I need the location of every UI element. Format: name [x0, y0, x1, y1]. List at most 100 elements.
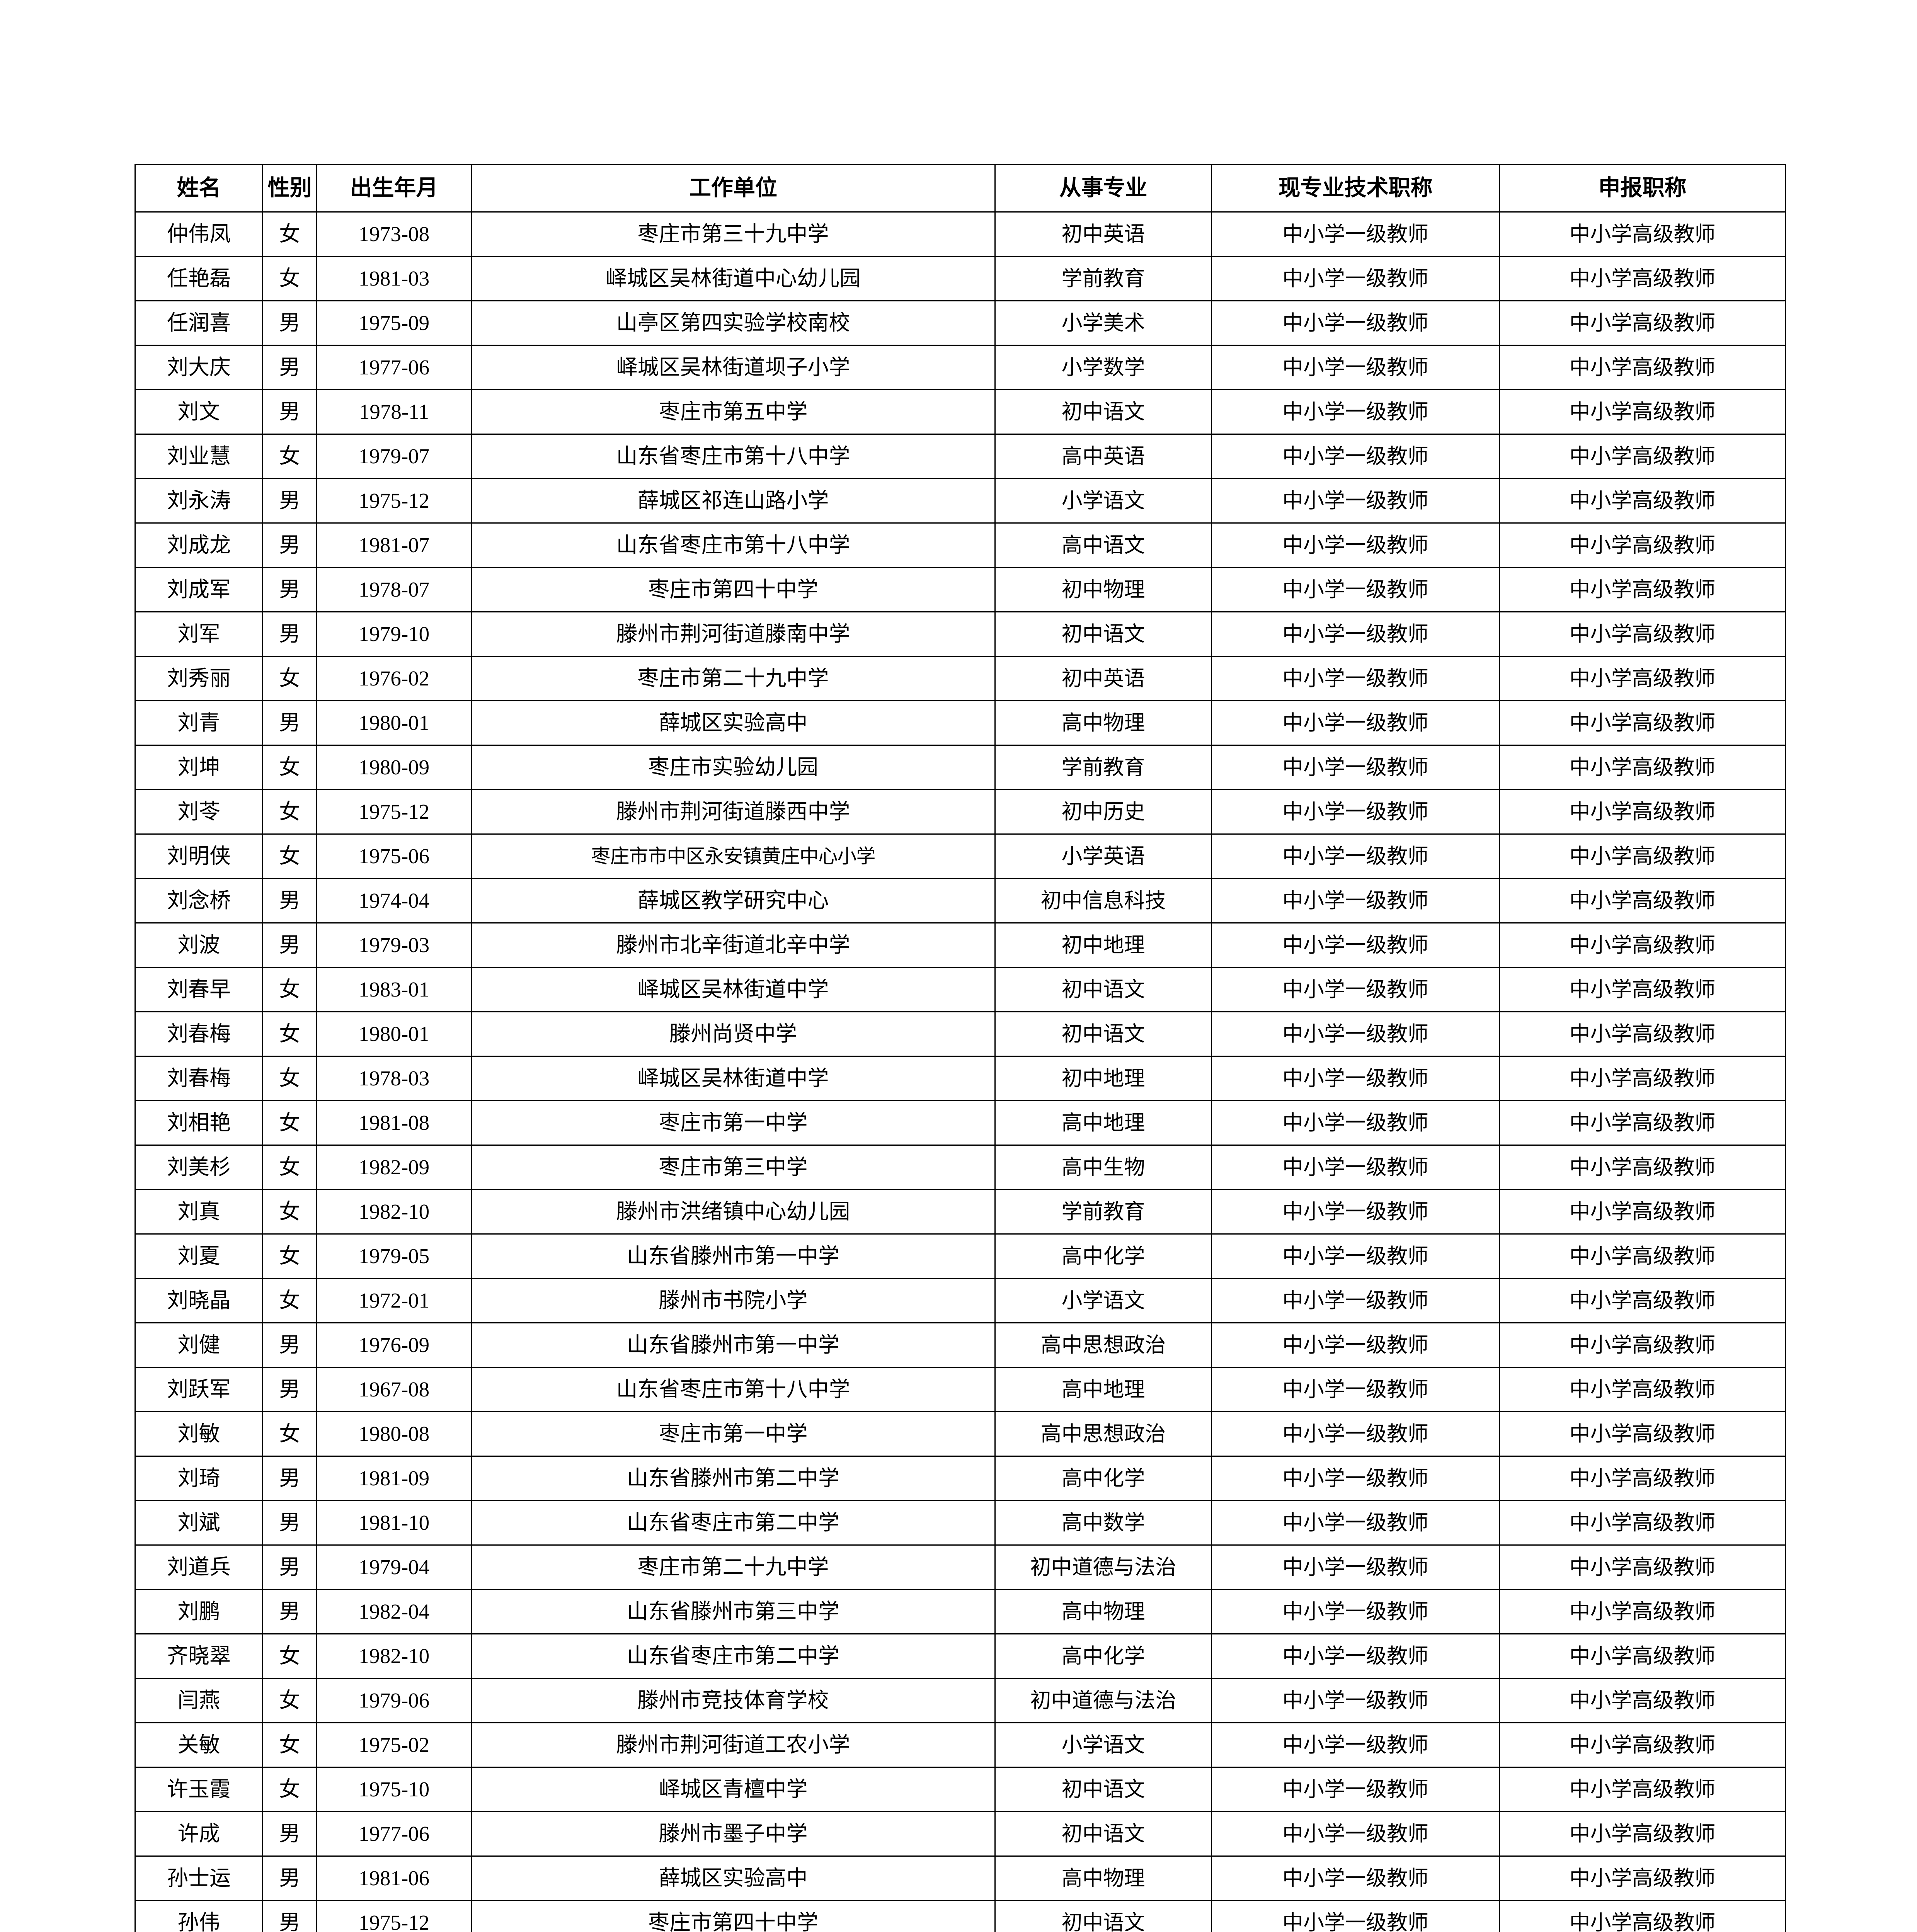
- cell-specialty: 初中物理: [994, 567, 1212, 612]
- cell-specialty: 初中语文: [994, 611, 1212, 657]
- cell-specialty: 初中道德与法治: [994, 1544, 1212, 1590]
- table-row: 刘成军男 1978-07 枣庄市第四十中学 初中物理 中小学一级教师 中小学高级教师: [134, 567, 1786, 612]
- cell-birth-date: 1978-07: [316, 567, 472, 612]
- cell-specialty: 小学语文: [994, 478, 1212, 524]
- cell-specialty: 初中语文: [994, 967, 1212, 1012]
- cell-current-title: 中小学一级教师: [1211, 1855, 1500, 1901]
- cell-name: 刘晓晶: [134, 1278, 263, 1323]
- cell-specialty: 小学数学: [994, 345, 1212, 390]
- cell-specialty: 学前教育: [994, 745, 1212, 790]
- cell-birth-date: 1980-08: [316, 1411, 472, 1457]
- cell-applied-title: 中小学高级教师: [1499, 1722, 1786, 1768]
- table-row: 刘明侠女 1975-06 枣庄市市中区永安镇黄庄中心小学 小学英语 中小学一级教师 中小学…: [134, 833, 1786, 879]
- table-row: 刘夏女 1979-05 山东省滕州市第一中学 高中化学 中小学一级教师 中小学高级教师: [134, 1233, 1786, 1279]
- cell-current-title: 中小学一级教师: [1211, 1633, 1500, 1679]
- cell-applied-title: 中小学高级教师: [1499, 878, 1786, 923]
- cell-specialty: 高中化学: [994, 1233, 1212, 1279]
- cell-birth-date: 1978-11: [316, 389, 472, 435]
- header-row: 姓名 性别 出生年月 工作单位 从事专业 现专业技术职称 申报职称: [134, 164, 1786, 213]
- cell-current-title: 中小学一级教师: [1211, 1189, 1500, 1235]
- cell-work-unit: 薛城区教学研究中心: [471, 878, 996, 923]
- cell-applied-title: 中小学高级教师: [1499, 1145, 1786, 1190]
- cell-current-title: 中小学一级教师: [1211, 1722, 1500, 1768]
- table-row: 刘琦男 1981-09 山东省滕州市第二中学 高中化学 中小学一级教师 中小学高级教师: [134, 1456, 1786, 1501]
- cell-current-title: 中小学一级教师: [1211, 1678, 1500, 1723]
- cell-work-unit: 滕州市荆河街道工农小学: [471, 1722, 996, 1768]
- cell-name: 刘文: [134, 389, 263, 435]
- table-row: 刘青男 1980-01 薛城区实验高中 高中物理 中小学一级教师 中小学高级教师: [134, 700, 1786, 746]
- cell-applied-title: 中小学高级教师: [1499, 1367, 1786, 1412]
- cell-birth-date: 1979-04: [316, 1544, 472, 1590]
- cell-birth-date: 1980-01: [316, 700, 472, 746]
- cell-applied-title: 中小学高级教师: [1499, 389, 1786, 435]
- cell-current-title: 中小学一级教师: [1211, 745, 1500, 790]
- cell-work-unit: 山东省滕州市第二中学: [471, 1456, 996, 1501]
- cell-current-title: 中小学一级教师: [1211, 922, 1500, 968]
- cell-name: 刘道兵: [134, 1544, 263, 1590]
- cell-birth-date: 1980-01: [316, 1011, 472, 1057]
- cell-name: 刘春梅: [134, 1056, 263, 1101]
- cell-specialty: 初中地理: [994, 1056, 1212, 1101]
- cell-applied-title: 中小学高级教师: [1499, 1811, 1786, 1857]
- cell-work-unit: 山亭区第四实验学校南校: [471, 300, 996, 346]
- cell-name: 任艳磊: [134, 256, 263, 301]
- cell-work-unit: 薛城区实验高中: [471, 1855, 996, 1901]
- column-header-specialty: 从事专业: [994, 164, 1212, 213]
- cell-birth-date: 1975-12: [316, 789, 472, 835]
- cell-work-unit: 枣庄市第五中学: [471, 389, 996, 435]
- cell-gender: 女: [262, 1233, 317, 1279]
- cell-current-title: 中小学一级教师: [1211, 1411, 1500, 1457]
- table-row: 刘永涛男 1975-12 薛城区祁连山路小学 小学语文 中小学一级教师 中小学高级教师: [134, 478, 1786, 524]
- cell-work-unit: 山东省滕州市第一中学: [471, 1322, 996, 1368]
- cell-name: 刘永涛: [134, 478, 263, 524]
- cell-name: 闫燕: [134, 1678, 263, 1723]
- cell-work-unit: 峄城区青檀中学: [471, 1767, 996, 1812]
- cell-specialty: 初中地理: [994, 922, 1212, 968]
- cell-gender: 男: [262, 1544, 317, 1590]
- cell-name: 刘青: [134, 700, 263, 746]
- table-row: 刘晓晶女 1972-01 滕州市书院小学 小学语文 中小学一级教师 中小学高级教师: [134, 1278, 1786, 1323]
- cell-birth-date: 1972-01: [316, 1278, 472, 1323]
- cell-specialty: 初中语文: [994, 389, 1212, 435]
- table-row: 刘念桥男 1974-04 薛城区教学研究中心 初中信息科技 中小学一级教师 中小学高级教师: [134, 878, 1786, 923]
- cell-birth-date: 1975-12: [316, 478, 472, 524]
- cell-work-unit: 枣庄市第三十九中学: [471, 211, 996, 257]
- cell-birth-date: 1979-07: [316, 434, 472, 479]
- cell-work-unit: 滕州市洪绪镇中心幼儿园: [471, 1189, 996, 1235]
- cell-name: 刘秀丽: [134, 656, 263, 701]
- cell-name: 刘春梅: [134, 1011, 263, 1057]
- cell-gender: 女: [262, 745, 317, 790]
- column-header-gender: 性别: [262, 164, 317, 213]
- cell-current-title: 中小学一级教师: [1211, 1900, 1500, 1932]
- table-row: 刘苓女 1975-12 滕州市荆河街道滕西中学 初中历史 中小学一级教师 中小学高级教师: [134, 789, 1786, 835]
- cell-applied-title: 中小学高级教师: [1499, 1855, 1786, 1901]
- cell-current-title: 中小学一级教师: [1211, 967, 1500, 1012]
- cell-current-title: 中小学一级教师: [1211, 789, 1500, 835]
- cell-name: 刘坤: [134, 745, 263, 790]
- cell-gender: 男: [262, 300, 317, 346]
- cell-specialty: 初中道德与法治: [994, 1678, 1212, 1723]
- cell-applied-title: 中小学高级教师: [1499, 833, 1786, 879]
- cell-birth-date: 1976-02: [316, 656, 472, 701]
- cell-current-title: 中小学一级教师: [1211, 833, 1500, 879]
- cell-applied-title: 中小学高级教师: [1499, 611, 1786, 657]
- cell-work-unit: 峄城区吴林街道坝子小学: [471, 345, 996, 390]
- cell-current-title: 中小学一级教师: [1211, 478, 1500, 524]
- cell-name: 刘斌: [134, 1500, 263, 1546]
- cell-work-unit: 枣庄市实验幼儿园: [471, 745, 996, 790]
- cell-specialty: 高中地理: [994, 1367, 1212, 1412]
- table-row: 刘真女 1982-10 滕州市洪绪镇中心幼儿园 学前教育 中小学一级教师 中小学高级教师: [134, 1189, 1786, 1235]
- cell-specialty: 高中化学: [994, 1633, 1212, 1679]
- cell-name: 刘成龙: [134, 522, 263, 568]
- cell-applied-title: 中小学高级教师: [1499, 922, 1786, 968]
- cell-gender: 女: [262, 211, 317, 257]
- cell-name: 刘成军: [134, 567, 263, 612]
- table-row: 孙伟男 1975-12 枣庄市第四十中学 初中语文 中小学一级教师 中小学高级教师: [134, 1900, 1786, 1932]
- cell-specialty: 初中信息科技: [994, 878, 1212, 923]
- cell-current-title: 中小学一级教师: [1211, 1367, 1500, 1412]
- cell-gender: 男: [262, 1855, 317, 1901]
- cell-applied-title: 中小学高级教师: [1499, 1233, 1786, 1279]
- cell-work-unit: 薛城区实验高中: [471, 700, 996, 746]
- cell-birth-date: 1973-08: [316, 211, 472, 257]
